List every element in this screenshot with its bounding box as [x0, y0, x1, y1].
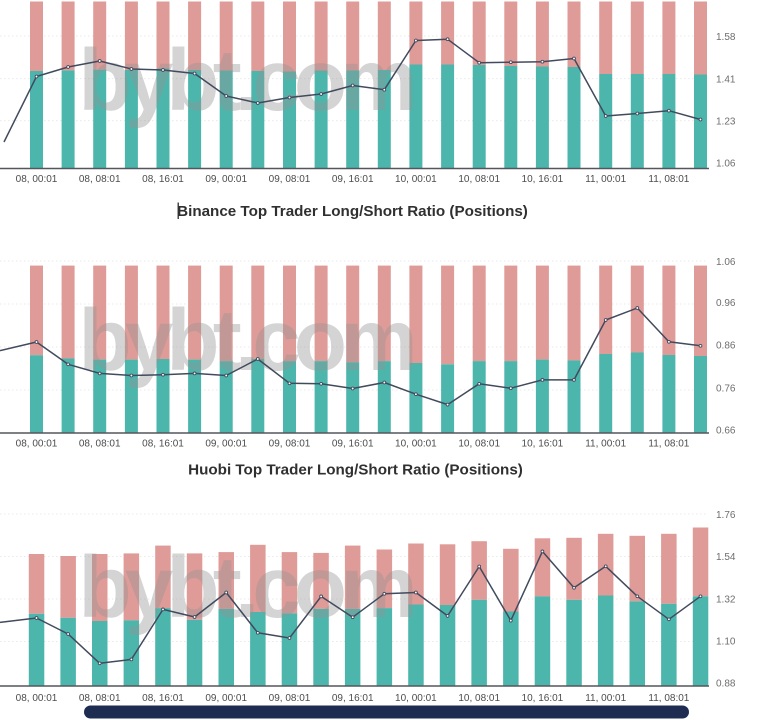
svg-text:11, 08:01: 11, 08:01 — [648, 174, 689, 185]
svg-text:10, 08:01: 10, 08:01 — [458, 693, 500, 704]
svg-text:09, 08:01: 09, 08:01 — [269, 174, 311, 185]
svg-text:1.32: 1.32 — [716, 595, 736, 606]
svg-text:09, 16:01: 09, 16:01 — [332, 439, 374, 450]
svg-text:11, 00:01: 11, 00:01 — [585, 174, 626, 185]
svg-text:1.76: 1.76 — [716, 510, 736, 521]
svg-text:1.06: 1.06 — [716, 257, 736, 268]
svg-text:09, 00:01: 09, 00:01 — [205, 693, 247, 704]
svg-text:0.76: 0.76 — [716, 384, 736, 395]
svg-text:11, 00:01: 11, 00:01 — [585, 693, 626, 704]
svg-text:09, 16:01: 09, 16:01 — [332, 174, 374, 185]
svg-text:11, 08:01: 11, 08:01 — [648, 693, 689, 704]
svg-text:08, 00:01: 08, 00:01 — [16, 174, 58, 185]
svg-text:08, 16:01: 08, 16:01 — [142, 174, 184, 185]
svg-text:09, 08:01: 09, 08:01 — [269, 439, 311, 450]
svg-text:10, 08:01: 10, 08:01 — [458, 439, 500, 450]
svg-text:1.23: 1.23 — [716, 117, 736, 128]
svg-text:10, 16:01: 10, 16:01 — [522, 439, 564, 450]
svg-text:Binance Top Trader Long/Short: Binance Top Trader Long/Short Ratio (Pos… — [177, 203, 528, 220]
svg-text:1.06: 1.06 — [716, 159, 736, 170]
svg-text:1.58: 1.58 — [716, 32, 736, 43]
svg-text:08, 16:01: 08, 16:01 — [142, 693, 184, 704]
svg-text:0.96: 0.96 — [716, 298, 736, 309]
svg-text:10, 16:01: 10, 16:01 — [522, 174, 564, 185]
svg-text:1.10: 1.10 — [716, 637, 736, 648]
svg-text:11, 00:01: 11, 00:01 — [585, 439, 626, 450]
svg-text:08, 00:01: 08, 00:01 — [16, 439, 58, 450]
svg-text:10, 00:01: 10, 00:01 — [395, 439, 437, 450]
svg-text:08, 08:01: 08, 08:01 — [79, 174, 121, 185]
svg-text:09, 00:01: 09, 00:01 — [205, 174, 247, 185]
svg-text:10, 16:01: 10, 16:01 — [522, 693, 564, 704]
svg-text:0.86: 0.86 — [716, 341, 736, 352]
svg-text:0.66: 0.66 — [716, 426, 736, 437]
svg-text:09, 08:01: 09, 08:01 — [269, 693, 311, 704]
svg-text:10, 00:01: 10, 00:01 — [395, 174, 437, 185]
svg-text:09, 16:01: 09, 16:01 — [332, 693, 374, 704]
svg-text:1.41: 1.41 — [716, 75, 736, 86]
svg-text:11, 08:01: 11, 08:01 — [648, 439, 689, 450]
svg-text:0.88: 0.88 — [716, 679, 736, 690]
svg-text:08, 08:01: 08, 08:01 — [79, 693, 121, 704]
svg-text:10, 08:01: 10, 08:01 — [458, 174, 500, 185]
svg-text:08, 16:01: 08, 16:01 — [142, 439, 184, 450]
svg-text:bybt.com: bybt.com — [79, 539, 413, 636]
svg-text:08, 00:01: 08, 00:01 — [16, 693, 58, 704]
svg-text:bybt.com: bybt.com — [79, 32, 413, 129]
svg-text:10, 00:01: 10, 00:01 — [395, 693, 437, 704]
svg-text:1.54: 1.54 — [716, 552, 736, 563]
svg-text:bybt.com: bybt.com — [79, 292, 413, 389]
svg-text:08, 08:01: 08, 08:01 — [79, 439, 121, 450]
svg-text:Huobi Top Trader Long/Short Ra: Huobi Top Trader Long/Short Ratio (Posit… — [188, 462, 523, 479]
svg-text:09, 00:01: 09, 00:01 — [205, 439, 247, 450]
